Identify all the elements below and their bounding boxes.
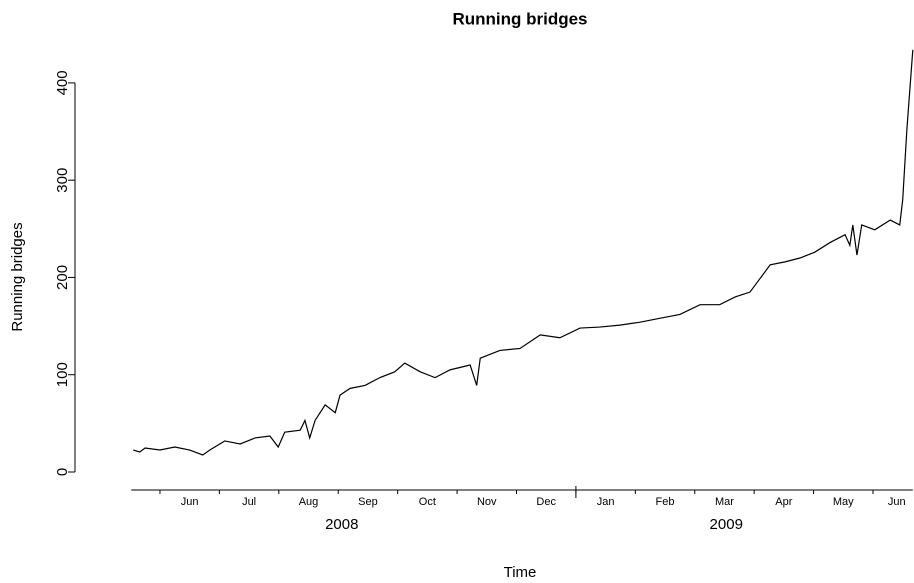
y-axis-label: Running bridges [9,222,26,331]
y-tick-label: 300 [54,168,71,193]
x-tick-label: Apr [775,496,792,508]
x-tick-label: Feb [656,496,675,508]
y-tick-label: 100 [54,362,71,387]
x-tick-label: Sep [358,496,378,508]
x-tick-label: May [833,496,854,508]
x-tick-label: Mar [715,496,734,508]
x-tick-label: Oct [419,496,436,508]
x-tick-label: Jun [888,496,906,508]
x-group-label: 2009 [710,516,743,533]
chart-title: Running bridges [452,9,587,28]
x-tick-label: Jun [181,496,199,508]
x-tick-label: Nov [477,496,497,508]
x-tick-label: Jul [242,496,256,508]
x-group-label: 2008 [325,516,358,533]
x-tick-label: Aug [299,496,319,508]
data-line [133,49,914,456]
y-tick-label: 200 [54,265,71,290]
x-tick-label: Dec [536,496,556,508]
x-axis-label: Time [504,564,537,581]
x-tick-label: Jan [597,496,615,508]
y-tick-label: 400 [54,70,71,95]
y-tick-label: 0 [54,468,71,476]
